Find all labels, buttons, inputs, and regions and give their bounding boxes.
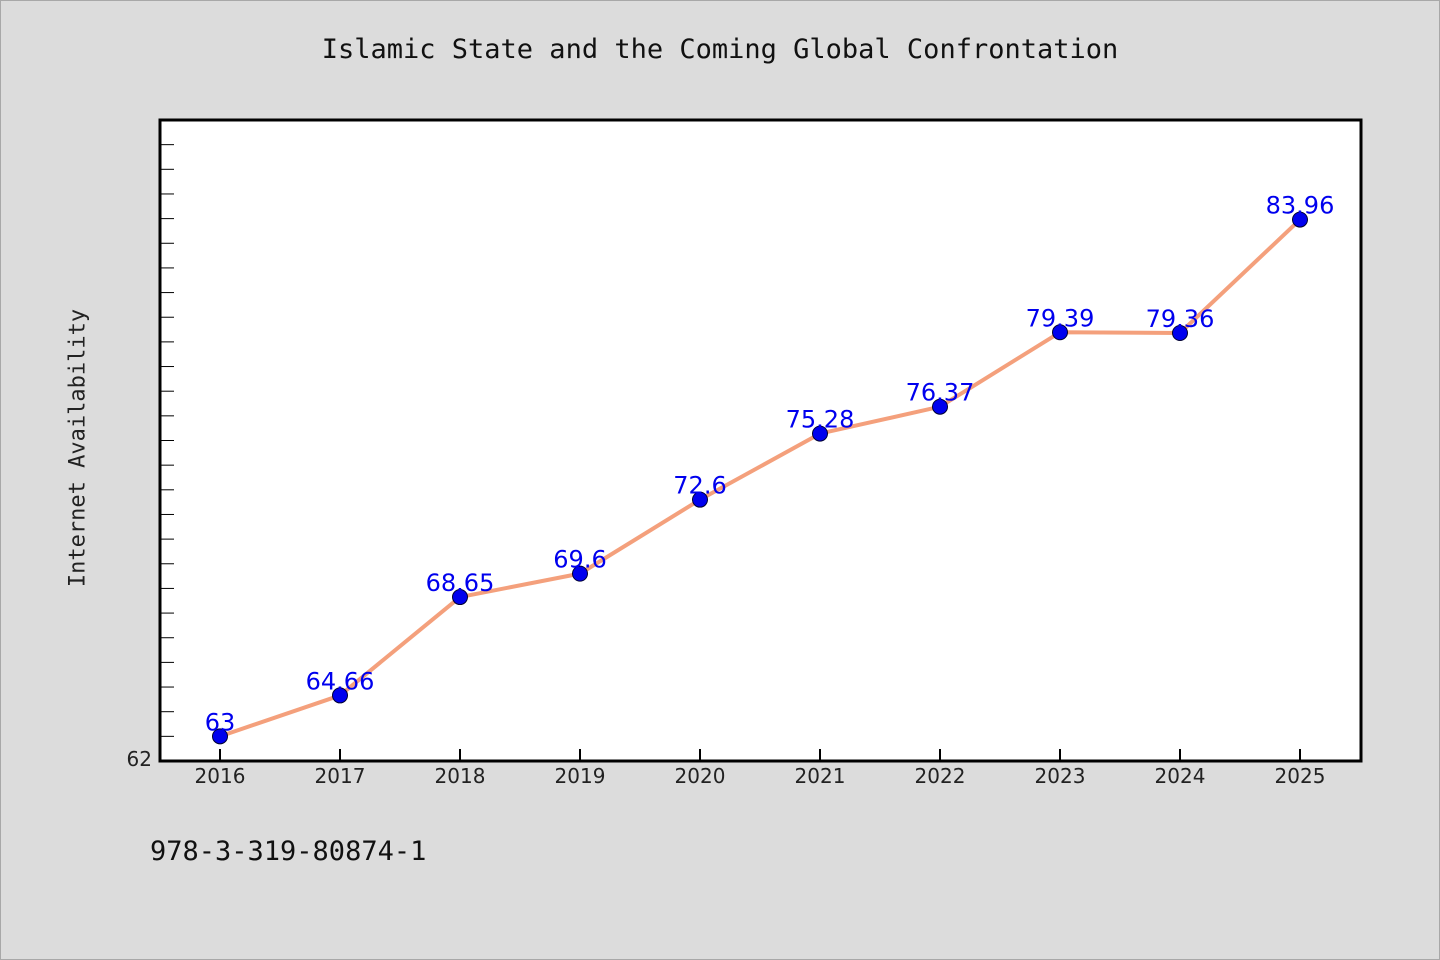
x-tick-label: 2022 [915, 764, 966, 788]
x-tick-label: 2016 [195, 764, 246, 788]
chart-title: Islamic State and the Coming Global Conf… [321, 34, 1119, 65]
data-label: 64.66 [306, 667, 375, 695]
data-label: 72.6 [673, 472, 726, 500]
data-point [572, 565, 588, 582]
plot-area [158, 118, 1363, 763]
x-tick-label: 2019 [555, 764, 606, 788]
data-point [332, 687, 348, 704]
data-label: 63 [205, 708, 236, 736]
x-tick-label: 2020 [675, 764, 726, 788]
data-label: 69.6 [553, 546, 606, 574]
data-label: 79.39 [1026, 304, 1095, 332]
x-tick-label: 2025 [1275, 764, 1326, 788]
data-point [212, 728, 228, 745]
x-tick-label: 2018 [435, 764, 486, 788]
data-label: 76.37 [906, 379, 975, 407]
y-tick-label: 62 [127, 747, 152, 771]
data-point [1172, 325, 1188, 342]
data-point [1052, 324, 1068, 341]
data-point [692, 491, 708, 508]
data-label: 79.36 [1146, 305, 1215, 333]
data-point [1292, 211, 1308, 228]
data-label: 68.65 [426, 569, 495, 597]
x-tick-label: 2023 [1035, 764, 1086, 788]
data-point [812, 425, 828, 442]
data-label: 83.96 [1266, 192, 1335, 220]
data-point [932, 398, 948, 415]
series-line [218, 217, 1302, 739]
isbn-label: 978-3-319-80874-1 [150, 836, 427, 867]
x-tick-label: 2024 [1155, 764, 1206, 788]
x-tick-label: 2021 [795, 764, 846, 788]
data-point [452, 589, 468, 606]
x-tick-label: 2017 [315, 764, 366, 788]
data-label: 75.28 [786, 406, 855, 434]
